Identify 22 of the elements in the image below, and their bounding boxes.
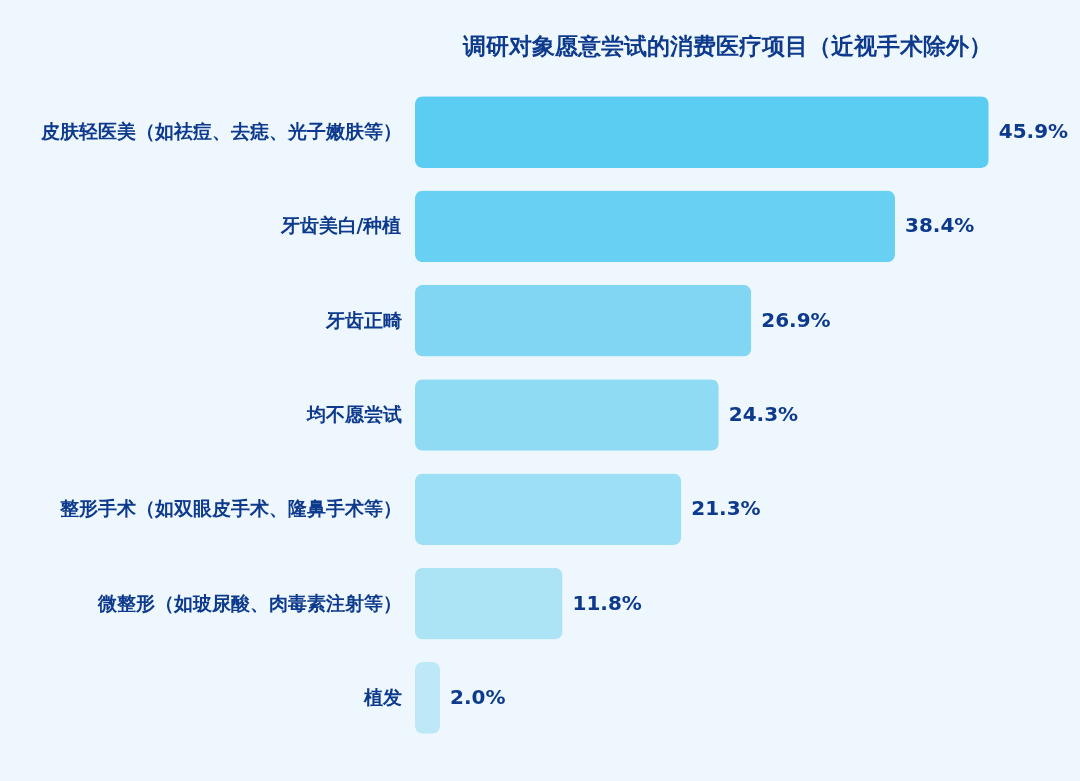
data-label: 21.3% [691,496,761,521]
y-tick-label: 牙齿正畸 [324,308,402,331]
bar [415,567,563,640]
data-label: 26.9% [761,307,831,332]
y-tick-label: 整形手术（如双眼皮手术、隆鼻手术等） [58,497,402,520]
data-label: 24.3% [728,402,799,426]
data-label: 11.8% [572,590,642,615]
bar [415,190,895,263]
data-label: 2.0% [450,684,506,709]
bar [415,284,752,357]
y-tick-label: 皮肤轻医美（如祛痘、去痣、光子嫩肤等） [39,120,402,143]
y-tick-label: 微整形（如玻尿酸、肉毒素注射等） [96,591,402,614]
bar [415,473,682,546]
bar [415,379,719,451]
chart-title: 调研对象愿意尝试的消费医疗项目（近视手术除外） [462,33,992,59]
data-label: 38.4% [905,213,975,238]
data-label: 45.9% [998,119,1069,144]
y-tick-label: 均不愿尝试 [305,403,402,425]
bar [415,662,440,734]
y-tick-label: 牙齿美白/种植 [279,214,402,237]
y-tick-label: 植发 [362,685,402,708]
bar [415,96,989,168]
